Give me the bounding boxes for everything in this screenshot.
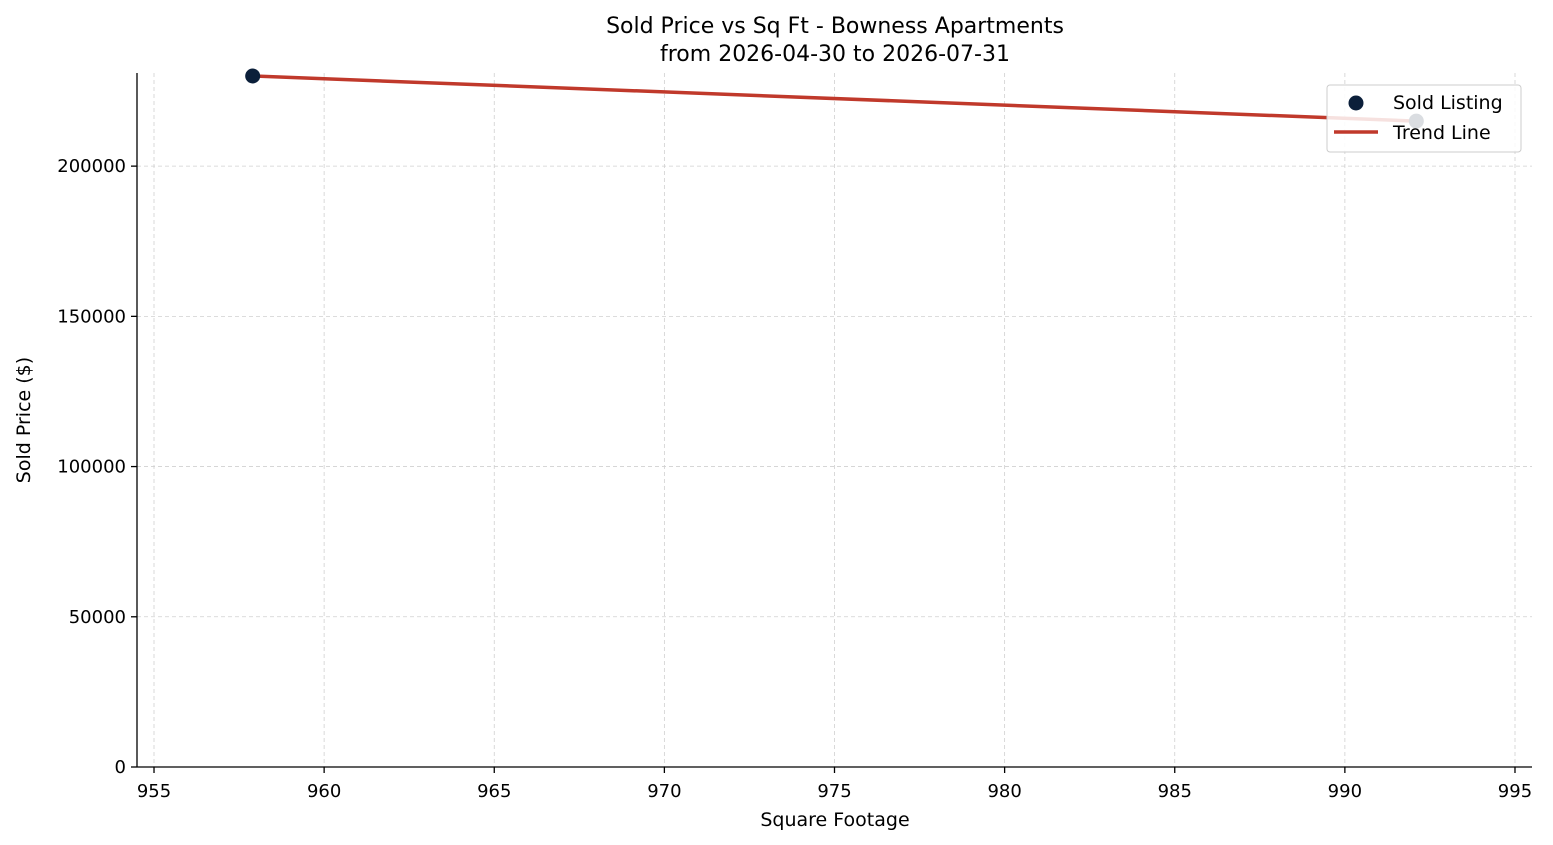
chart-subtitle: from 2026-04-30 to 2026-07-31 xyxy=(660,42,1010,67)
x-tick-label: 975 xyxy=(817,781,851,802)
trend-line-layer xyxy=(252,74,1417,123)
x-tick-label: 960 xyxy=(307,781,341,802)
x-tick-label: 990 xyxy=(1328,781,1362,802)
y-tick-label: 200000 xyxy=(57,156,126,177)
chart-title: Sold Price vs Sq Ft - Bowness Apartments xyxy=(606,14,1064,39)
legend-label-trend-line: Trend Line xyxy=(1392,122,1491,144)
scatter-point xyxy=(245,68,261,84)
x-tick-label: 995 xyxy=(1498,781,1532,802)
x-axis-label: Square Footage xyxy=(760,809,909,831)
x-tick-label: 980 xyxy=(987,781,1021,802)
legend-box xyxy=(1326,84,1522,153)
legend: Sold Listing Trend Line xyxy=(1326,84,1522,153)
x-tick-label: 970 xyxy=(647,781,681,802)
y-ticks: 0 50000 100000 150000 200000 xyxy=(57,156,137,778)
y-tick-label: 100000 xyxy=(57,457,126,478)
x-tick-label: 955 xyxy=(137,781,171,802)
trend-line xyxy=(252,74,1417,123)
legend-label-sold-listing: Sold Listing xyxy=(1393,92,1503,114)
x-tick-label: 965 xyxy=(477,781,511,802)
x-tick-label: 985 xyxy=(1158,781,1192,802)
y-tick-label: 150000 xyxy=(57,306,126,327)
y-axis-label: Sold Price ($) xyxy=(13,357,35,483)
x-ticks: 955 960 965 970 975 980 985 990 995 xyxy=(137,767,1532,802)
y-tick-label: 0 xyxy=(115,757,126,778)
grid xyxy=(137,73,1532,768)
legend-marker-sold-listing xyxy=(1348,95,1364,111)
y-tick-label: 50000 xyxy=(69,607,126,628)
